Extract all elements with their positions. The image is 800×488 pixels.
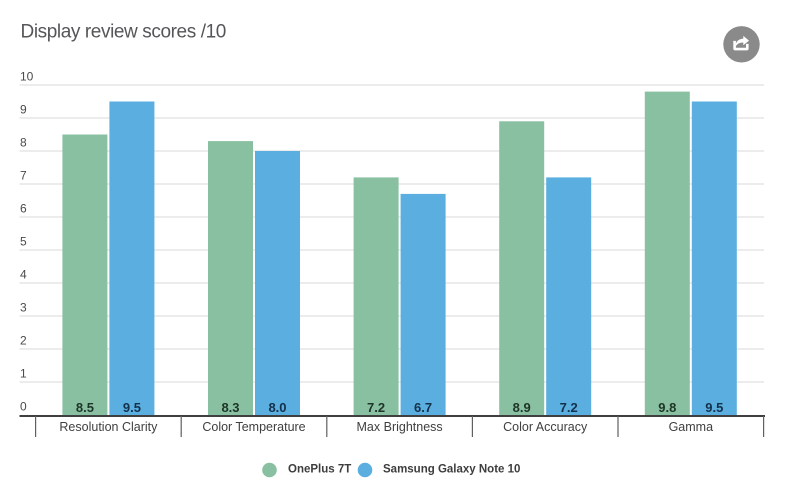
svg-text:Color Temperature: Color Temperature [202, 420, 305, 434]
svg-text:0: 0 [20, 400, 27, 414]
svg-text:10: 10 [20, 70, 34, 84]
svg-text:3: 3 [20, 301, 27, 315]
svg-text:1: 1 [20, 367, 27, 381]
svg-text:8.5: 8.5 [76, 400, 94, 415]
svg-text:8: 8 [20, 136, 27, 150]
svg-text:8.3: 8.3 [221, 400, 239, 415]
svg-text:6.7: 6.7 [414, 400, 432, 415]
svg-text:8.0: 8.0 [268, 400, 286, 415]
svg-text:4: 4 [20, 268, 27, 282]
svg-text:8.9: 8.9 [513, 400, 531, 415]
svg-text:9: 9 [20, 103, 27, 117]
svg-text:Gamma: Gamma [669, 420, 714, 434]
svg-text:9.8: 9.8 [658, 400, 676, 415]
svg-text:2: 2 [20, 334, 27, 348]
svg-text:7.2: 7.2 [560, 400, 578, 415]
svg-text:Max Brightness: Max Brightness [357, 420, 443, 434]
svg-text:6: 6 [20, 202, 27, 216]
svg-text:Color Accuracy: Color Accuracy [503, 420, 588, 434]
svg-text:Samsung Galaxy Note 10: Samsung Galaxy Note 10 [383, 464, 520, 476]
svg-text:5: 5 [20, 235, 27, 249]
svg-text:7.2: 7.2 [367, 400, 385, 415]
svg-text:Resolution Clarity: Resolution Clarity [59, 420, 158, 434]
svg-text:9.5: 9.5 [705, 400, 723, 415]
svg-text:OnePlus 7T: OnePlus 7T [288, 464, 351, 476]
svg-text:Display review scores /10: Display review scores /10 [21, 22, 226, 43]
svg-text:9.5: 9.5 [123, 400, 141, 415]
svg-text:7: 7 [20, 169, 27, 183]
